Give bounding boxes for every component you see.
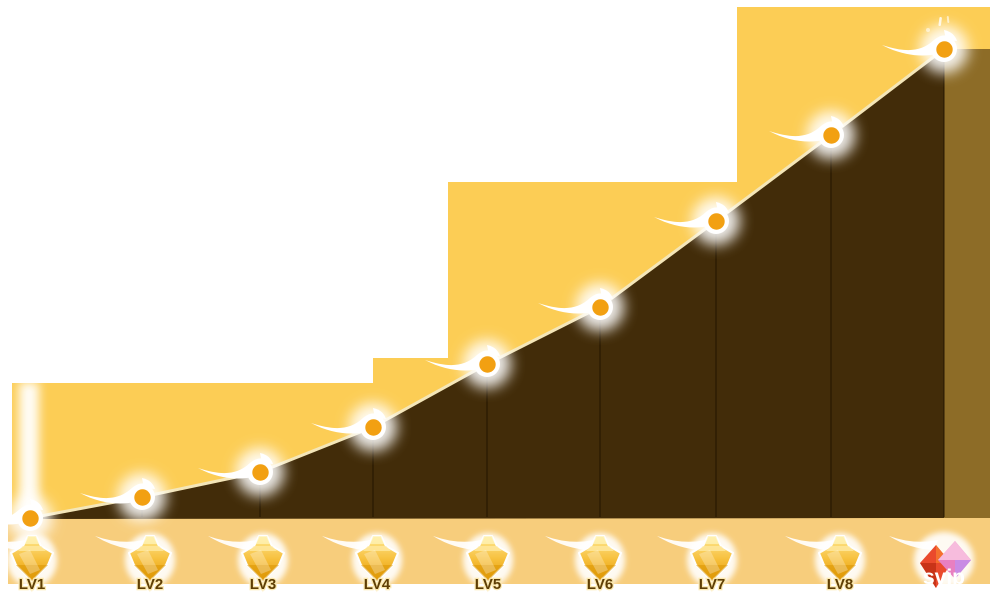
level-marker-lv5	[425, 340, 511, 388]
marker-dot	[592, 299, 609, 316]
gem-bottom-facet	[584, 565, 616, 581]
svip-purple-facet	[955, 560, 971, 579]
gem-cap-facet	[705, 536, 719, 544]
gem-lv4: LV4	[352, 533, 402, 594]
gem-cap-facet	[481, 536, 495, 544]
gem-shine	[827, 550, 848, 574]
marker-dot	[823, 127, 840, 144]
marker-dot	[365, 419, 382, 436]
gem-bottom-facet	[134, 565, 166, 581]
gem-shine	[587, 550, 608, 574]
level-marker-lv2	[80, 473, 166, 521]
gem-top-facet	[698, 546, 726, 551]
gem-top-facet	[363, 546, 391, 551]
marker-dot	[22, 510, 39, 527]
gem-lv7: LV7	[687, 533, 737, 594]
gem-cap-facet	[143, 536, 157, 544]
marker-dot	[936, 41, 953, 58]
svip-red-facet	[920, 563, 936, 588]
gem-shine	[699, 550, 720, 574]
marker-dot	[134, 489, 151, 506]
sparkle-icon	[938, 17, 942, 27]
level-marker-lv1	[0, 496, 52, 540]
gem-bottom-facet	[696, 565, 728, 581]
level-marker-svip	[882, 25, 968, 73]
gem-top-facet	[18, 546, 46, 551]
gem-lv8: LV8	[815, 533, 865, 594]
gem-cap-facet	[370, 536, 384, 544]
area-fade	[944, 49, 990, 518]
gem-lv2: LV2	[125, 533, 175, 594]
area-fill	[30, 49, 944, 519]
gem-label-lv5: LV5	[475, 576, 501, 593]
level-marker-lv4	[311, 403, 397, 451]
gem-shine	[19, 550, 40, 574]
sparkle-icon	[926, 28, 930, 32]
sparkle-icon	[946, 16, 950, 23]
sparkles	[926, 16, 950, 32]
level-marker-lv3	[198, 448, 284, 496]
svip-pink-facet	[938, 541, 971, 560]
gem-top-facet	[249, 546, 277, 551]
gem-bottom-facet	[472, 565, 504, 581]
gem-label-lv7: LV7	[699, 576, 725, 593]
marker-dot	[252, 464, 269, 481]
gem-lv3: LV3	[238, 533, 288, 594]
gem-bottom-facet	[247, 565, 279, 581]
curve-line	[28, 47, 946, 522]
level-marker-lv8	[769, 111, 855, 159]
gem-bottom-facet	[16, 565, 48, 581]
gem-cap-facet	[256, 536, 270, 544]
gem-label-lv2: LV2	[137, 576, 163, 593]
gem-top-facet	[826, 546, 854, 551]
gem-shine	[475, 550, 496, 574]
gem-cap-facet	[833, 536, 847, 544]
gem-top-facet	[136, 546, 164, 551]
gem-shine	[364, 550, 385, 574]
gem-label-lv4: LV4	[364, 576, 391, 593]
gem-cap-facet	[25, 536, 39, 544]
light-beam	[19, 382, 39, 514]
gem-shine	[137, 550, 158, 574]
gem-top-facet	[586, 546, 614, 551]
gem-bottom-facet	[361, 565, 393, 581]
gem-lv5: LV5	[463, 533, 513, 594]
gem-label-lv1: LV1	[19, 576, 45, 593]
marker-dot	[479, 356, 496, 373]
gem-svip: svip	[914, 532, 974, 589]
gem-bottom-facet	[824, 565, 856, 581]
gem-label-lv3: LV3	[250, 576, 276, 593]
gem-label-svip: svip	[923, 566, 965, 589]
level-marker-lv6	[538, 283, 624, 331]
gem-label-lv8: LV8	[827, 576, 853, 593]
gem-top-facet	[474, 546, 502, 551]
level-marker-lv7	[654, 197, 740, 245]
gem-label-lv6: LV6	[587, 576, 613, 593]
gem-lv6: LV6	[575, 533, 625, 594]
gem-cap-facet	[593, 536, 607, 544]
gem-shine	[250, 550, 271, 574]
marker-dot	[708, 213, 725, 230]
gem-lv1: LV1	[7, 533, 57, 594]
